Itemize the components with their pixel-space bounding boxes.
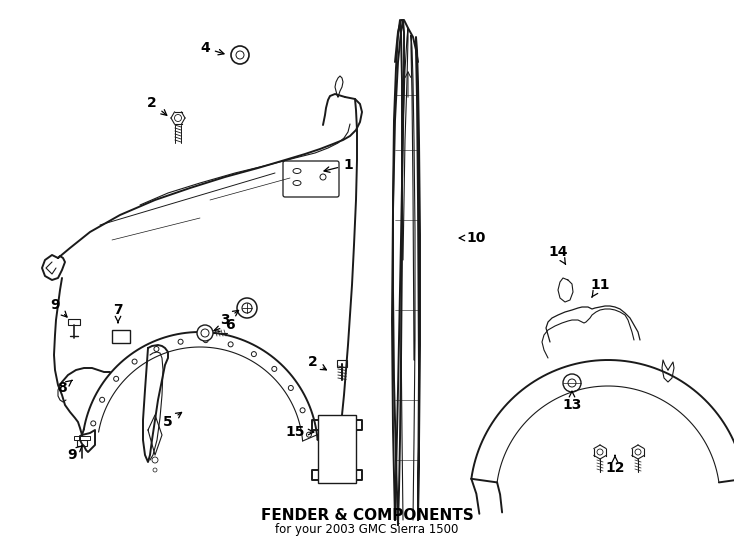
Text: 8: 8 (57, 380, 72, 395)
Text: 12: 12 (606, 455, 625, 475)
FancyBboxPatch shape (77, 440, 87, 446)
Text: 2: 2 (147, 96, 167, 116)
FancyBboxPatch shape (74, 436, 90, 440)
Text: 10: 10 (459, 231, 486, 245)
Text: 6: 6 (214, 318, 235, 332)
Text: 5: 5 (163, 413, 181, 429)
Text: 2: 2 (308, 355, 327, 370)
FancyBboxPatch shape (68, 319, 80, 325)
Text: 11: 11 (590, 278, 610, 297)
FancyBboxPatch shape (112, 330, 130, 343)
Text: for your 2003 GMC Sierra 1500: for your 2003 GMC Sierra 1500 (275, 523, 459, 537)
Text: 3: 3 (220, 310, 239, 327)
Text: 15: 15 (286, 425, 314, 439)
Text: 1: 1 (324, 158, 353, 172)
Circle shape (197, 325, 213, 341)
Text: FENDER & COMPONENTS: FENDER & COMPONENTS (261, 508, 473, 523)
Text: 14: 14 (548, 245, 568, 264)
Text: 13: 13 (562, 392, 581, 412)
FancyBboxPatch shape (318, 415, 356, 483)
Text: 4: 4 (200, 41, 224, 55)
Text: 9: 9 (68, 446, 82, 462)
Text: 7: 7 (113, 303, 123, 322)
Text: 9: 9 (50, 298, 67, 317)
